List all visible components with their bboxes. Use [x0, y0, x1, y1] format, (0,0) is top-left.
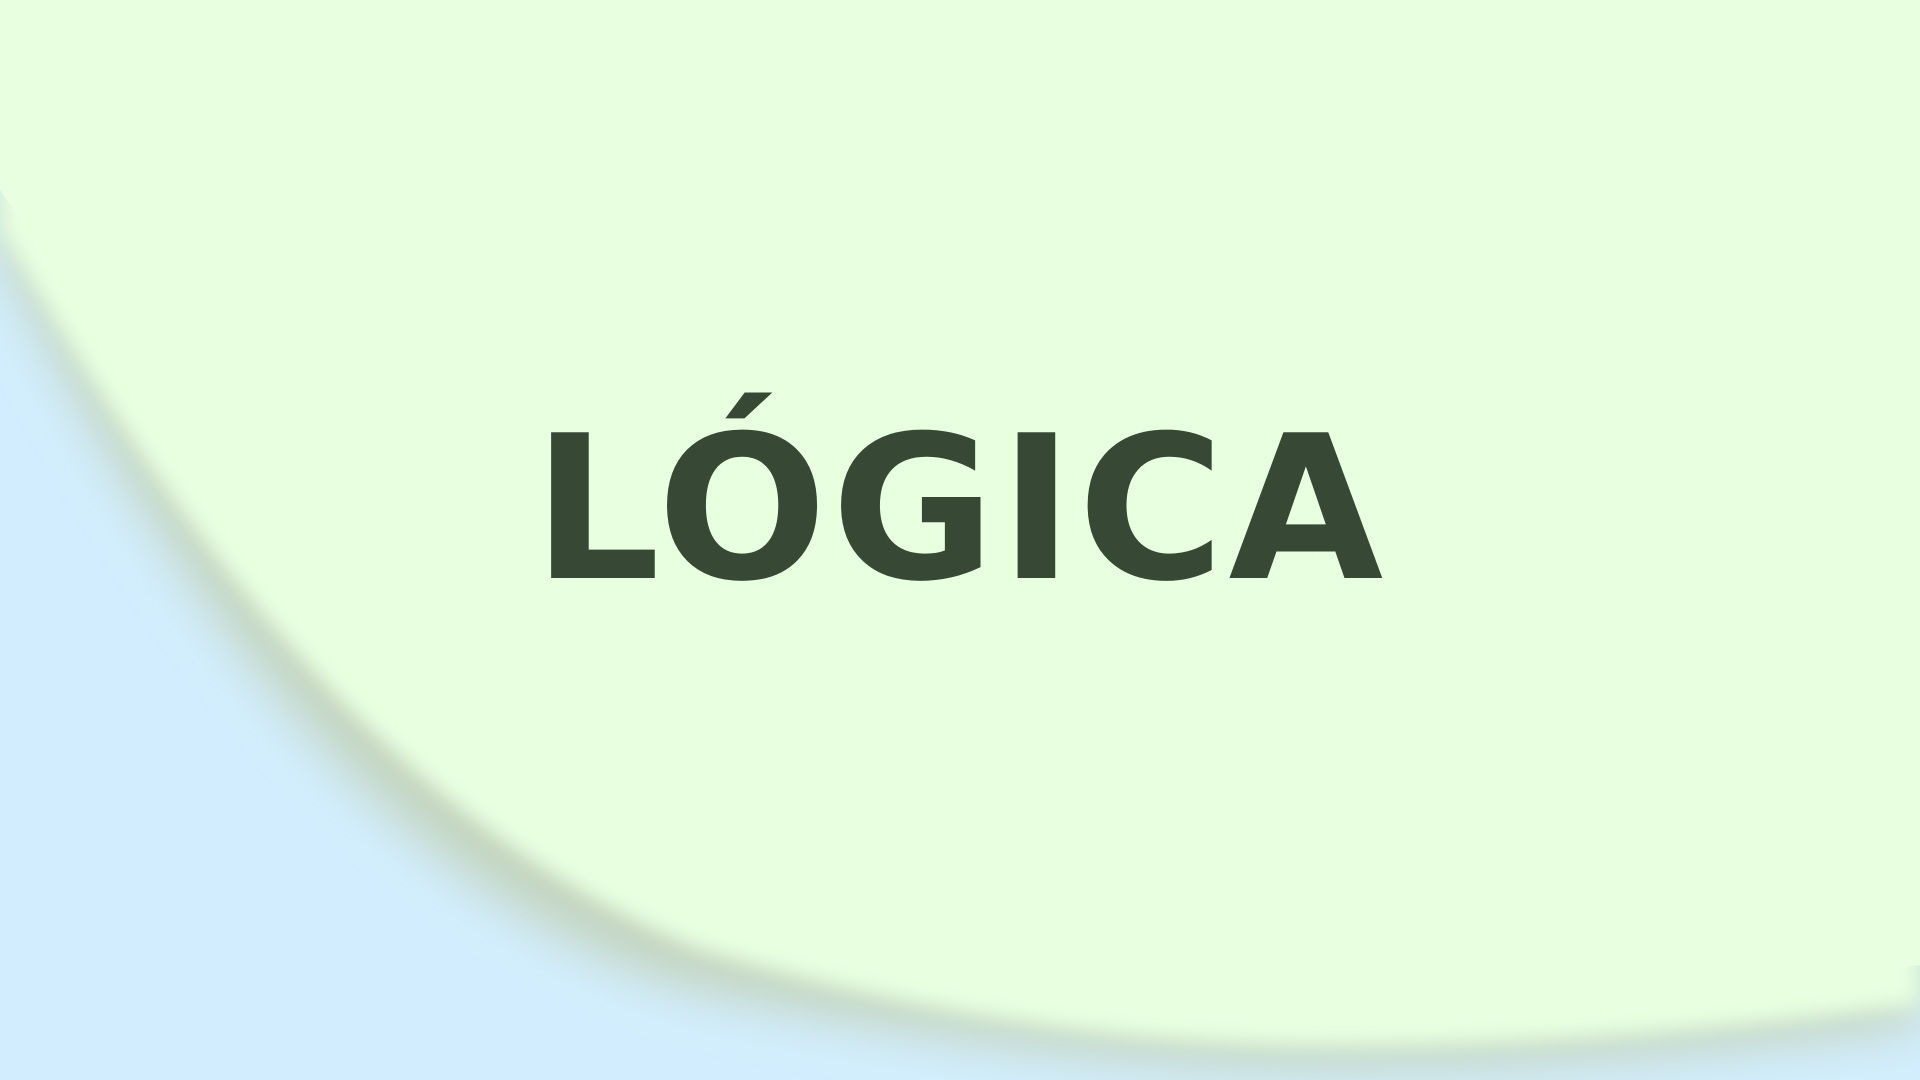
slide-title: LÓGICA: [532, 393, 1388, 626]
paper-sheet-core: [0, 0, 1920, 1003]
